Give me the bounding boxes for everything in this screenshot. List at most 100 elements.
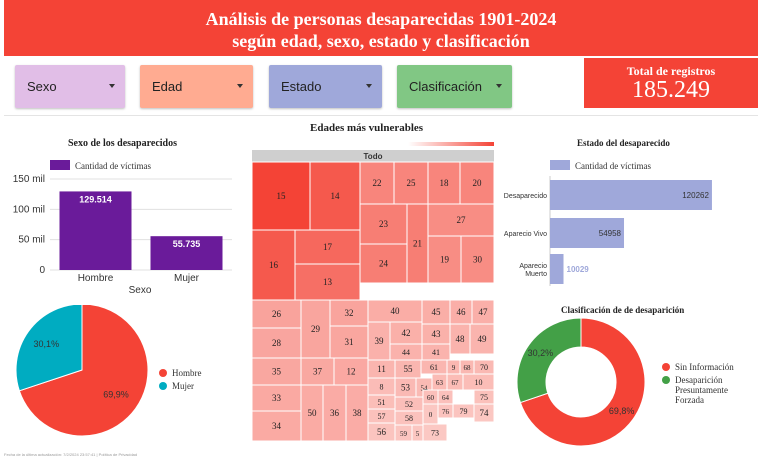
treemap-cell-label: 49 — [478, 334, 488, 344]
x-tick-label: Hombre — [78, 273, 114, 284]
treemap-cell-label: 47 — [479, 307, 489, 317]
treemap-cell-label: 41 — [432, 348, 440, 357]
treemap-cell-label: 25 — [407, 178, 417, 188]
x-axis-label: Sexo — [129, 285, 152, 296]
treemap-cell-label: 36 — [330, 408, 340, 418]
sexo-pie-chart: 69,9% 30,1% Hombre Mujer — [15, 305, 202, 437]
header-title-line-1: Análisis de personas desaparecidas 1901-… — [205, 9, 557, 29]
treemap-cell — [427, 203, 495, 237]
treemap-cell — [359, 203, 408, 245]
bar-1 — [550, 218, 625, 248]
treemap-cell-label: 34 — [272, 421, 282, 431]
treemap-cell-label: 10 — [475, 378, 483, 387]
bar-value-label: 129.514 — [79, 194, 112, 204]
legend-label: Mujer — [172, 381, 194, 391]
treemap-cell — [359, 243, 408, 284]
slice-0 — [18, 305, 149, 437]
bar-hombre — [59, 191, 132, 270]
treemap-cell-label: 56 — [377, 427, 387, 437]
treemap-cell — [251, 327, 302, 359]
treemap-cell-label: 19 — [440, 255, 450, 265]
total-records-label: Total de registros — [626, 64, 716, 78]
footer-note: Fecha de la última actualización: 7/2/20… — [4, 452, 138, 457]
treemap-title: Edades más vulnerables — [310, 122, 424, 134]
bar-0 — [550, 180, 712, 210]
treemap-cell-label: 64 — [442, 394, 450, 402]
filter-sexo-label: Sexo — [27, 79, 57, 94]
estado-bar-chart: Cantidad de víctimas 120262 Desaparecido 54… — [504, 160, 712, 286]
bar-value-label: 120262 — [682, 191, 709, 200]
sexo-chart-title: Sexo de los desaparecidos — [68, 138, 177, 149]
bar-2 — [550, 254, 564, 284]
color-scale-legend — [408, 142, 494, 146]
estado-chart-title: Estado del desaparecido — [577, 138, 670, 148]
treemap-cell-label: 9 — [452, 364, 456, 372]
legend-dot — [159, 382, 167, 390]
header-title-line-2: según edad, sexo, estado y clasificación — [232, 31, 530, 51]
treemap-cell-label: 40 — [391, 306, 401, 316]
treemap-cell-label: 22 — [373, 178, 382, 188]
treemap-cell-label: 33 — [272, 393, 282, 403]
legend-dot — [662, 363, 670, 371]
treemap-cell-label: 18 — [440, 178, 450, 188]
clasificacion-donut-chart: 69,8% 30,2% Sin Información Desaparición Pre… — [516, 317, 734, 447]
chevron-down-icon — [109, 84, 115, 88]
treemap-cell — [473, 403, 495, 423]
treemap-cell-label: 79 — [460, 407, 468, 416]
treemap-cell-label: 57 — [378, 412, 386, 421]
slice-label: 30,2% — [528, 348, 554, 358]
treemap-cell-label: 23 — [379, 219, 389, 229]
treemap-cell — [251, 410, 302, 442]
treemap-cell — [422, 423, 448, 442]
treemap-cell-label: 35 — [272, 367, 282, 377]
filter-edad-label: Edad — [152, 79, 183, 94]
chevron-down-icon — [237, 84, 243, 88]
treemap-cell-label: 16 — [269, 260, 279, 270]
treemap-cell-label: 63 — [436, 379, 444, 387]
treemap-cell-label: 12 — [347, 367, 356, 377]
treemap-root-label: Todo — [364, 152, 383, 161]
treemap-cell-label: 39 — [375, 336, 385, 346]
treemap-cell-label: 61 — [430, 363, 438, 372]
legend-label: Cantidad de víctimas — [575, 161, 651, 171]
treemap-cell-label: 17 — [323, 242, 333, 252]
clasificacion-chart-title: Clasificación de de desaparición — [561, 305, 685, 315]
treemap-cell-label: 31 — [345, 337, 354, 347]
chevron-down-icon — [496, 84, 502, 88]
legend-label: Desaparición Presuntamente Forzada — [675, 375, 728, 405]
legend-label: Cantidad de víctimas — [75, 161, 151, 171]
treemap-cell-label: 74 — [480, 408, 490, 418]
filter-sexo-dropdown[interactable]: Sexo — [15, 65, 125, 108]
slice-1 — [516, 317, 582, 404]
treemap-cell-label: 27 — [457, 215, 467, 225]
treemap-cell-label: 73 — [431, 429, 439, 438]
y-tick-label: Aparecio Vivo — [504, 231, 547, 238]
treemap-cell — [309, 161, 361, 231]
treemap-cell-label: 51 — [378, 398, 386, 407]
filter-estado-label: Estado — [281, 79, 322, 94]
treemap-cell — [427, 161, 461, 205]
legend-swatch — [50, 160, 70, 170]
slice-0 — [519, 317, 646, 447]
slice-label: 69,8% — [609, 406, 635, 416]
sexo-bar-chart: Cantidad de víctimas 0 50 mil 100 mil 150 mi… — [13, 160, 232, 296]
treemap-cell-label: 14 — [331, 191, 341, 201]
filter-clasificacion-dropdown[interactable]: Clasificación — [397, 65, 512, 108]
treemap-cell-label: 5 — [416, 430, 420, 438]
y-tick-label: 150 mil — [13, 174, 45, 185]
treemap-cell-label: 55 — [404, 364, 414, 374]
treemap-cell-label: 46 — [457, 307, 467, 317]
treemap-cell-label: 48 — [456, 334, 466, 344]
filter-edad-dropdown[interactable]: Edad — [140, 65, 253, 108]
legend-swatch — [550, 160, 570, 170]
filter-estado-dropdown[interactable]: Estado — [269, 65, 382, 108]
bar-value-label: 54958 — [599, 229, 622, 238]
treemap-cell-label: 26 — [272, 309, 282, 319]
treemap-cell-label: 42 — [402, 328, 411, 338]
y-tick-label: Aparecio Muerto — [519, 263, 547, 278]
legend-label: Sin Información — [675, 362, 734, 372]
treemap-cell-label: 52 — [405, 400, 413, 409]
treemap-cell-label: 20 — [473, 178, 483, 188]
treemap-cell-label: 45 — [432, 307, 442, 317]
treemap-cell — [459, 161, 495, 205]
